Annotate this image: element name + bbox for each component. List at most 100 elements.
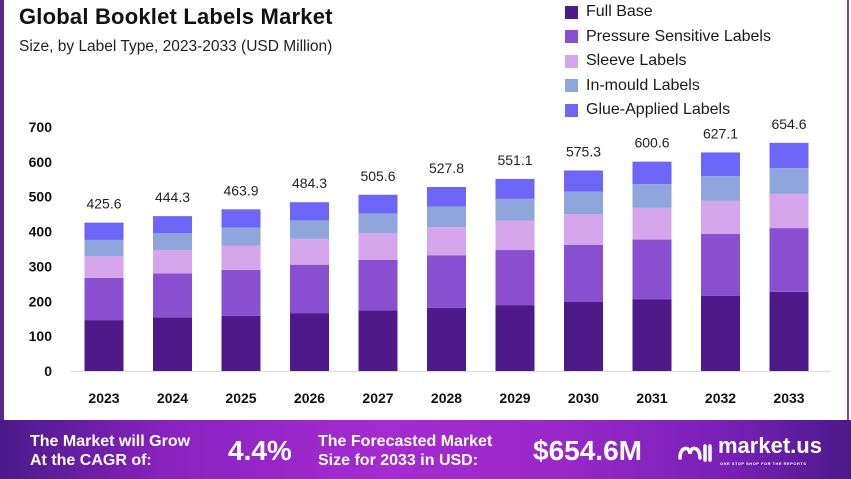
bar-segment-pressure-sensitive-labels bbox=[701, 234, 740, 296]
legend-swatch-pressure-sensitive bbox=[565, 30, 578, 44]
y-tick-label: 600 bbox=[29, 154, 53, 170]
x-tick-label: 2028 bbox=[431, 390, 462, 406]
bar-total-label: 575.3 bbox=[566, 143, 601, 159]
bar-segment-full-base bbox=[221, 315, 261, 371]
bar-total-label: 444.3 bbox=[155, 189, 190, 205]
x-tick-label: 2030 bbox=[568, 390, 599, 406]
x-tick-label: 2024 bbox=[157, 390, 188, 406]
legend-label: Full Base bbox=[586, 3, 653, 21]
cagr-label: The Market will Grow At the CAGR of: bbox=[30, 432, 190, 470]
bar-segment-sleeve-labels bbox=[358, 232, 398, 260]
bar-segment-pressure-sensitive-labels bbox=[84, 277, 124, 321]
stacked-bar-chart: 0 100 200 300 400 500 600 700 425.6 2023 444.3 2024… bbox=[29, 116, 830, 406]
x-tick-label: 2032 bbox=[705, 390, 736, 406]
bar-segment-pressure-sensitive-labels bbox=[564, 244, 603, 302]
bar-segment-sleeve-labels bbox=[221, 245, 261, 270]
legend-swatch-glue-applied bbox=[565, 103, 578, 117]
forecast-value: $654.6M bbox=[533, 435, 642, 466]
x-tick-label: 2027 bbox=[362, 390, 393, 406]
bar-segment-glue-applied-labels bbox=[153, 216, 192, 234]
legend-label: In-mould Labels bbox=[586, 76, 700, 94]
bar-segment-in-mould-labels bbox=[153, 233, 192, 251]
bar-segment-full-base bbox=[153, 317, 192, 371]
bar-total-label: 551.1 bbox=[497, 152, 532, 168]
bar-stack-2032 bbox=[701, 152, 740, 371]
footer-banner: The Market will Grow At the CAGR of: 4.4… bbox=[0, 420, 851, 479]
bar-segment-in-mould-labels bbox=[221, 227, 261, 246]
cagr-value: 4.4% bbox=[228, 435, 292, 466]
bar-segment-glue-applied-labels bbox=[221, 209, 261, 228]
legend-item-sleeve: Sleeve Labels bbox=[565, 49, 771, 74]
bar-stack-2031 bbox=[632, 161, 672, 371]
bar-segment-pressure-sensitive-labels bbox=[632, 239, 672, 300]
cagr-label-line1: The Market will Grow bbox=[30, 433, 191, 450]
y-tick-label: 200 bbox=[29, 293, 53, 309]
bar-segment-glue-applied-labels bbox=[701, 152, 740, 177]
bar-segment-sleeve-labels bbox=[769, 193, 809, 229]
bar-segment-in-mould-labels bbox=[495, 198, 535, 221]
bar-segment-full-base bbox=[495, 305, 535, 371]
bar-segment-full-base bbox=[358, 310, 398, 371]
bar-segment-sleeve-labels bbox=[427, 227, 466, 256]
bar-segment-glue-applied-labels bbox=[358, 194, 398, 214]
bar-segment-glue-applied-labels bbox=[632, 161, 672, 185]
bar-segment-in-mould-labels bbox=[84, 239, 124, 256]
bar-segment-sleeve-labels bbox=[495, 220, 535, 251]
bar-segment-sleeve-labels bbox=[153, 250, 192, 274]
brand-tagline: ONE STOP SHOP FOR THE REPORTS bbox=[720, 461, 807, 466]
legend-swatch-in-mould bbox=[565, 79, 578, 93]
y-tick-label: 500 bbox=[29, 189, 53, 205]
legend-item-pressure-sensitive: Pressure Sensitive Labels bbox=[565, 25, 771, 50]
chart-title: Global Booklet Labels Market bbox=[19, 4, 333, 29]
bar-segment-pressure-sensitive-labels bbox=[290, 264, 329, 314]
bar-segment-pressure-sensitive-labels bbox=[495, 250, 535, 306]
bar-segment-glue-applied-labels bbox=[564, 170, 603, 192]
bar-stack-2033 bbox=[769, 142, 809, 371]
x-tick-label: 2031 bbox=[636, 390, 667, 406]
bar-total-label: 627.1 bbox=[703, 125, 738, 141]
bar-total-label: 425.6 bbox=[86, 196, 121, 212]
bar-stack-2027 bbox=[358, 194, 398, 371]
bar-segment-sleeve-labels bbox=[290, 238, 329, 265]
bar-total-label: 463.9 bbox=[223, 182, 258, 198]
bar-segment-full-base bbox=[564, 301, 603, 371]
x-tick-label: 2029 bbox=[499, 390, 530, 406]
x-tick-label: 2026 bbox=[294, 390, 325, 406]
y-tick-label: 100 bbox=[29, 328, 53, 344]
chart-panel: Global Booklet Labels Market Size, by La… bbox=[0, 0, 851, 420]
bar-segment-in-mould-labels bbox=[290, 220, 329, 239]
bar-total-label: 654.6 bbox=[771, 116, 806, 132]
cagr-label-line2: At the CAGR of: bbox=[30, 452, 152, 469]
bar-segment-glue-applied-labels bbox=[290, 202, 329, 221]
legend-swatch-full-base bbox=[565, 5, 578, 19]
bar-total-label: 600.6 bbox=[634, 135, 669, 151]
bar-segment-pressure-sensitive-labels bbox=[358, 259, 398, 311]
forecast-label: The Forecasted Market Size for 2033 in U… bbox=[318, 432, 492, 470]
bar-total-label: 527.8 bbox=[429, 160, 464, 176]
bar-total-label: 505.6 bbox=[360, 168, 395, 184]
bar-stack-2026 bbox=[290, 202, 329, 371]
bar-segment-in-mould-labels bbox=[427, 206, 466, 228]
forecast-label-line1: The Forecasted Market bbox=[318, 433, 493, 450]
bar-segment-glue-applied-labels bbox=[427, 187, 466, 207]
bar-stack-2024 bbox=[153, 216, 192, 371]
legend: Full Base Pressure Sensitive Labels Slee… bbox=[565, 0, 771, 123]
x-tick-label: 2025 bbox=[225, 390, 256, 406]
bar-segment-in-mould-labels bbox=[701, 176, 740, 201]
bar-segment-in-mould-labels bbox=[632, 184, 672, 208]
bar-segment-in-mould-labels bbox=[769, 168, 809, 194]
bar-segment-glue-applied-labels bbox=[495, 178, 535, 199]
forecast-label-line2: Size for 2033 in USD: bbox=[318, 452, 479, 469]
legend-label: Glue-Applied Labels bbox=[586, 101, 731, 119]
bar-segment-in-mould-labels bbox=[564, 191, 603, 215]
y-tick-label: 700 bbox=[29, 119, 53, 135]
legend-item-in-mould: In-mould Labels bbox=[565, 74, 771, 99]
brand-name: market.us bbox=[718, 433, 822, 458]
bar-stack-2030 bbox=[564, 170, 603, 371]
bar-stack-2028 bbox=[427, 187, 466, 371]
bar-segment-full-base bbox=[290, 313, 329, 371]
bar-segment-in-mould-labels bbox=[358, 213, 398, 233]
bar-stack-2023 bbox=[84, 222, 124, 371]
bar-segment-full-base bbox=[701, 295, 740, 371]
bar-segment-glue-applied-labels bbox=[769, 142, 809, 169]
